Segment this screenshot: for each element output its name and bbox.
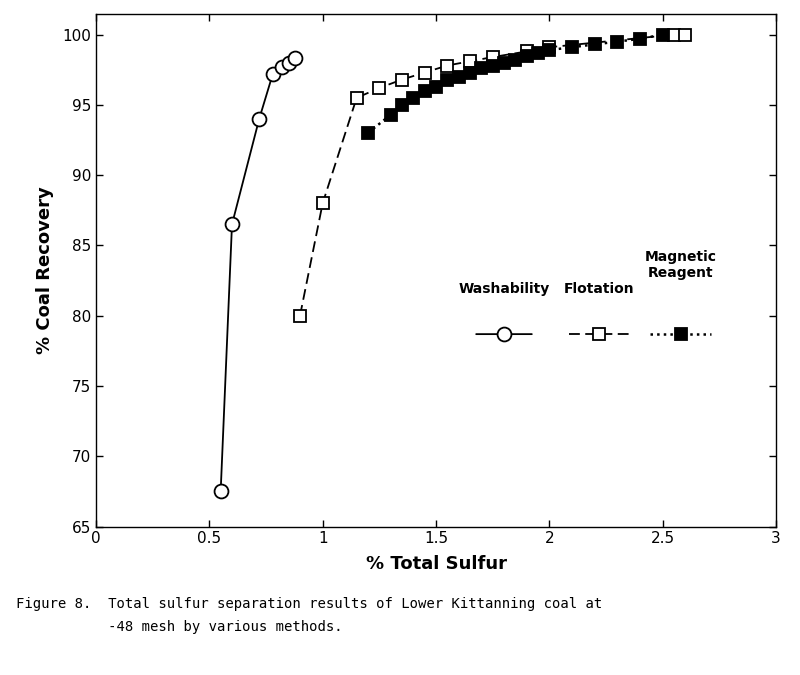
X-axis label: % Total Sulfur: % Total Sulfur [366,555,506,572]
Text: Figure 8.  Total sulfur separation results of Lower Kittanning coal at: Figure 8. Total sulfur separation result… [16,597,602,612]
Text: Magnetic
Reagent: Magnetic Reagent [645,250,717,280]
Text: Flotation: Flotation [564,281,634,296]
Y-axis label: % Coal Recovery: % Coal Recovery [36,186,54,354]
Text: -48 mesh by various methods.: -48 mesh by various methods. [16,620,342,634]
Text: Washability: Washability [458,281,550,296]
